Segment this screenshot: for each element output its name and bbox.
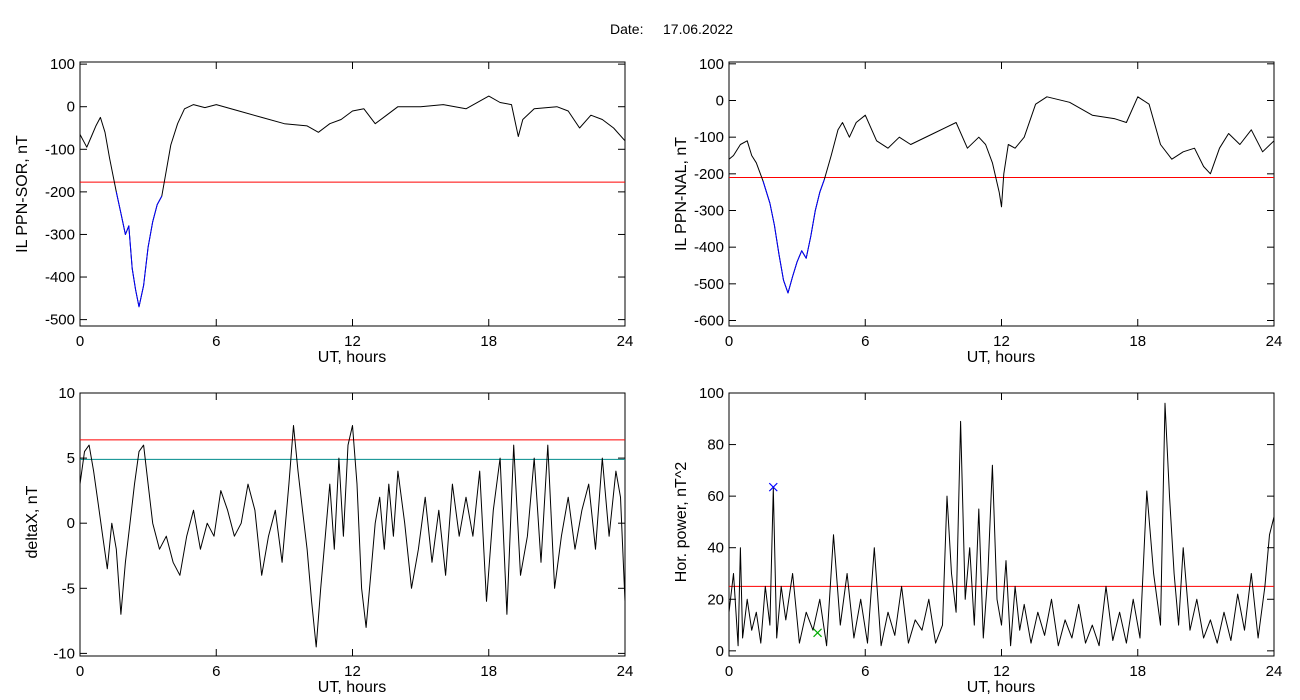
y-tick-label: -100: [694, 129, 724, 146]
y-tick-label: -400: [694, 239, 724, 256]
y-tick-label: -300: [694, 203, 724, 220]
x-tick-label: 18: [1129, 663, 1146, 680]
x-tick-label: 18: [480, 333, 497, 350]
y-tick-label: 100: [50, 56, 75, 73]
panel-nal: IL PPN-NAL, nT UT, hours: [673, 137, 1035, 366]
panel-sor-ylabel: IL PPN-SOR, nT: [14, 135, 31, 253]
y-tick-label: -100: [45, 141, 75, 158]
plot-frame: [728, 61, 1275, 327]
x-tick-label: 24: [617, 333, 634, 350]
x-tick-label: 12: [993, 333, 1010, 350]
y-tick-label: -10: [53, 645, 75, 662]
x-tick-label: 18: [1129, 333, 1146, 350]
panel-power: Hor. power, nT^2 UT, hours: [673, 462, 1035, 696]
x-tick-label: 0: [76, 663, 84, 680]
x-tick-label: 24: [1266, 663, 1283, 680]
x-tick-label: 0: [725, 333, 733, 350]
panel-deltax-ylabel: deltaX, nT: [24, 485, 41, 558]
y-tick-label: -200: [694, 166, 724, 183]
x-tick-label: 12: [344, 663, 361, 680]
x-tick-label: 6: [212, 333, 220, 350]
y-tick-label: -400: [45, 269, 75, 286]
series-line: [79, 95, 626, 308]
y-tick-label: 60: [707, 488, 724, 505]
y-tick-label: 5: [67, 450, 75, 467]
y-tick-label: -600: [694, 313, 724, 330]
y-tick-label: 40: [707, 540, 724, 557]
panel-nal-xlabel: UT, hours: [967, 349, 1035, 366]
series-line: [728, 96, 1275, 294]
y-tick-label: -500: [45, 312, 75, 329]
y-tick-label: -500: [694, 276, 724, 293]
series-line: [762, 179, 825, 294]
panel-sor-xlabel: UT, hours: [318, 349, 386, 366]
y-tick-label: 0: [67, 515, 75, 532]
marker-x: [768, 482, 778, 492]
panel-sor: IL PPN-SOR, nT UT, hours: [14, 135, 386, 366]
date-value: 17.06.2022: [663, 21, 733, 37]
panel-power-ylabel: Hor. power, nT^2: [673, 462, 690, 583]
x-tick-label: 0: [76, 333, 84, 350]
y-tick-label: 100: [699, 56, 724, 73]
x-tick-label: 24: [1266, 333, 1283, 350]
y-tick-label: 100: [699, 385, 724, 402]
y-tick-label: -200: [45, 184, 75, 201]
y-tick-label: 0: [716, 643, 724, 660]
panel-deltax-xlabel: UT, hours: [318, 679, 386, 696]
x-tick-label: 6: [861, 333, 869, 350]
x-tick-label: 12: [344, 333, 361, 350]
x-tick-label: 0: [725, 663, 733, 680]
series-line: [79, 425, 626, 648]
x-tick-label: 6: [212, 663, 220, 680]
series-line: [728, 402, 1275, 647]
x-tick-label: 6: [861, 663, 869, 680]
date-label: Date:: [610, 21, 643, 37]
y-tick-label: 80: [707, 437, 724, 454]
panel-power-xlabel: UT, hours: [967, 679, 1035, 696]
x-tick-label: 18: [480, 663, 497, 680]
x-tick-label: 24: [617, 663, 634, 680]
y-tick-label: -300: [45, 226, 75, 243]
y-tick-label: -5: [62, 580, 75, 597]
x-tick-label: 12: [993, 663, 1010, 680]
series-line: [115, 191, 163, 308]
y-tick-label: 0: [67, 99, 75, 116]
y-tick-label: 0: [716, 93, 724, 110]
panel-deltax: deltaX, nT UT, hours: [24, 485, 386, 696]
marker-x: [813, 628, 822, 638]
y-tick-label: 20: [707, 591, 724, 608]
panel-nal-ylabel: IL PPN-NAL, nT: [673, 137, 690, 251]
plot-frame: [728, 392, 1275, 657]
y-tick-label: 10: [58, 385, 75, 402]
